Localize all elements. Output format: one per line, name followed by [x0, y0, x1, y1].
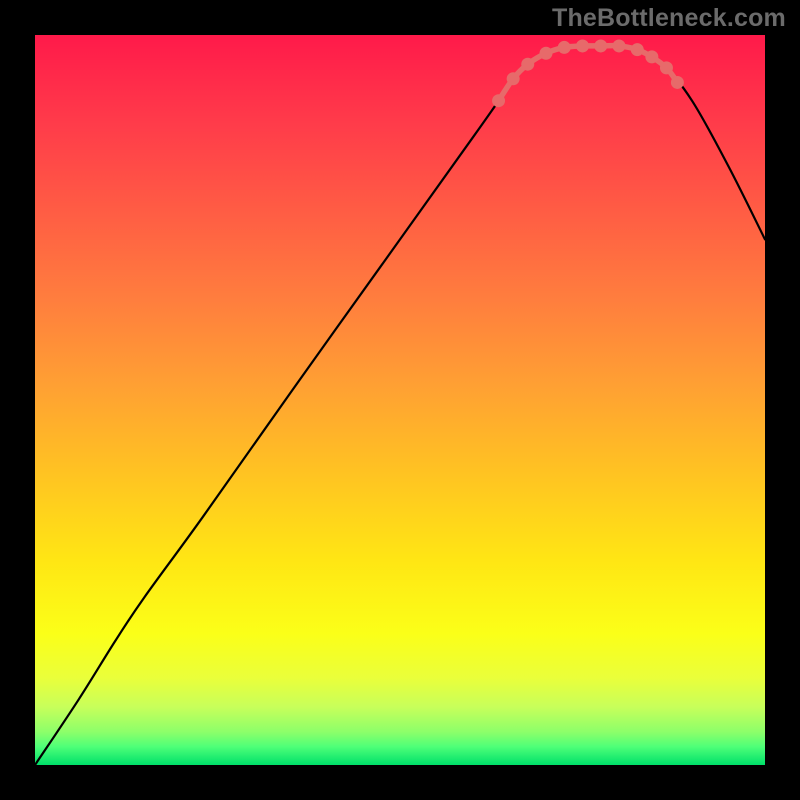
- chart-svg: [0, 0, 800, 800]
- plot-background: [35, 35, 765, 765]
- marker-dot: [613, 39, 626, 52]
- marker-dot: [631, 43, 644, 56]
- watermark-text: TheBottleneck.com: [552, 4, 786, 33]
- marker-dot: [492, 94, 505, 107]
- marker-dot: [558, 41, 571, 54]
- marker-dot: [671, 76, 684, 89]
- marker-dot: [645, 50, 658, 63]
- stage: TheBottleneck.com: [0, 0, 800, 800]
- marker-dot: [660, 61, 673, 74]
- marker-dot: [507, 72, 520, 85]
- marker-dot: [594, 39, 607, 52]
- marker-dot: [576, 39, 589, 52]
- marker-dot: [540, 47, 553, 60]
- marker-dot: [521, 58, 534, 71]
